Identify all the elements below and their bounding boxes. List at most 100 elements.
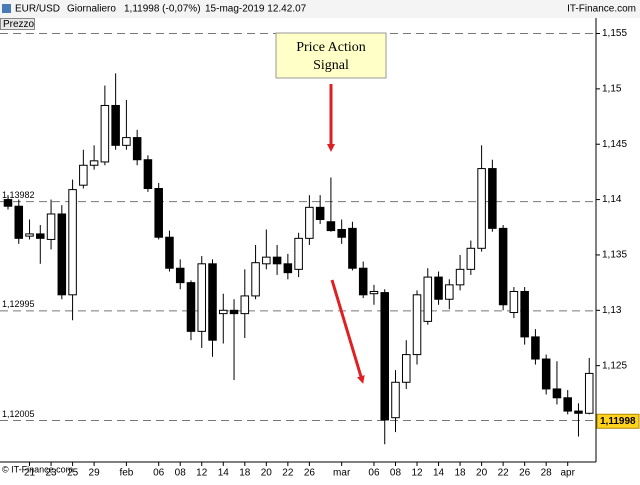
candle-body [283, 263, 293, 274]
candle-body [315, 206, 325, 221]
x-tick-label: 18 [455, 468, 467, 479]
candle-body [165, 236, 174, 269]
annotation-text: Price Action [296, 40, 366, 55]
candle-body [305, 206, 314, 239]
y-tick-label: 1,135 [602, 250, 627, 261]
candle-body [563, 397, 572, 412]
candle-body [574, 410, 583, 414]
x-tick-label: 20 [476, 468, 488, 479]
candle-body [122, 137, 131, 146]
arrow [330, 279, 365, 384]
quote: 1,11998 (-0,07%) [124, 4, 201, 15]
level-label: 1,12005 [2, 409, 35, 419]
last-price-label: 1,11998 [600, 416, 636, 427]
candle-body [14, 205, 24, 239]
y-tick-label: 1,15 [602, 84, 622, 95]
candle-body [488, 168, 497, 229]
candle-body [208, 263, 217, 341]
panel-label-box [0, 18, 35, 30]
candle-body [294, 237, 303, 270]
x-tick-label: 28 [541, 468, 553, 479]
candle-body [348, 227, 357, 269]
x-tick-label: 08 [390, 468, 402, 479]
x-tick-label: 29 [89, 468, 101, 479]
candle-body [520, 290, 529, 338]
x-tick-label: 23 [45, 468, 57, 479]
x-tick-label: apr [560, 468, 575, 479]
datetime: 15-mag-2019 12.42.07 [205, 4, 307, 15]
y-tick-label: 1,13 [602, 305, 622, 316]
panel-label: Prezzo [3, 19, 35, 30]
candle-body [25, 233, 34, 237]
annotation-text: Signal [313, 58, 349, 73]
candle-body [100, 104, 110, 163]
x-tick-label: 06 [368, 468, 380, 479]
candle-body [337, 228, 346, 238]
candle-body [262, 256, 271, 265]
x-tick-label: mar [333, 468, 351, 479]
x-tick-label: 12 [196, 468, 208, 479]
x-tick-label: 26 [304, 468, 316, 479]
candle-body [380, 292, 389, 421]
header-bar [0, 0, 640, 18]
x-tick-label: feb [119, 468, 133, 479]
x-tick-label: 08 [175, 468, 187, 479]
candle-body [445, 284, 454, 300]
candle-body [111, 104, 120, 146]
period: Giornaliero [67, 4, 116, 15]
level-label: 1,13982 [2, 190, 35, 200]
candle-body [391, 381, 400, 419]
x-tick-label: 22 [498, 468, 510, 479]
x-tick-label: 21 [24, 468, 36, 479]
annotation: Price Action Signal [275, 32, 387, 79]
candle-body [477, 168, 486, 249]
candle-body [132, 137, 142, 161]
candle-body [401, 354, 411, 383]
x-tick-label: 18 [239, 468, 251, 479]
x-tick-label: 06 [153, 468, 165, 479]
y-tick-label: 1,125 [602, 360, 627, 371]
candle-body [358, 267, 368, 296]
candle-body [498, 227, 508, 306]
candle-body [175, 267, 185, 284]
candle-body [251, 262, 260, 297]
footer: © IT-Finance.com [2, 464, 73, 474]
candle-body [552, 388, 562, 399]
candle-body [79, 164, 88, 186]
candle-body [272, 256, 282, 265]
symbol: EUR/USD [15, 4, 60, 15]
candle-body [3, 199, 13, 207]
candle-body [541, 358, 551, 390]
candle-body [229, 309, 239, 315]
candle-body [46, 213, 56, 240]
candle-body [57, 213, 67, 296]
x-tick-label: 26 [519, 468, 531, 479]
candle-body [509, 290, 519, 314]
last-price-tag [596, 413, 640, 429]
candle-body [412, 294, 422, 356]
candle-body [219, 309, 228, 315]
x-tick-label: 25 [67, 468, 79, 479]
candle-body [154, 188, 163, 238]
x-tick-label: 14 [433, 468, 445, 479]
candle-body [531, 336, 540, 360]
y-tick-label: 1,155 [602, 28, 627, 39]
brand: IT-Finance.com [567, 4, 636, 15]
candle-body [89, 160, 99, 166]
candle-body [186, 282, 196, 332]
candle-body [434, 276, 443, 300]
header-icon [2, 4, 11, 13]
candle-body [240, 295, 250, 315]
level-label: 1,12995 [2, 299, 35, 309]
candle-body [326, 221, 336, 232]
x-tick-label: 14 [218, 468, 230, 479]
x-tick-label: 20 [261, 468, 273, 479]
candle-body [197, 263, 207, 332]
candle-body [455, 268, 465, 286]
candle-body [369, 290, 379, 295]
y-tick-label: 1,14 [602, 194, 622, 205]
candle-body [584, 372, 594, 414]
x-tick-label: 22 [282, 468, 294, 479]
